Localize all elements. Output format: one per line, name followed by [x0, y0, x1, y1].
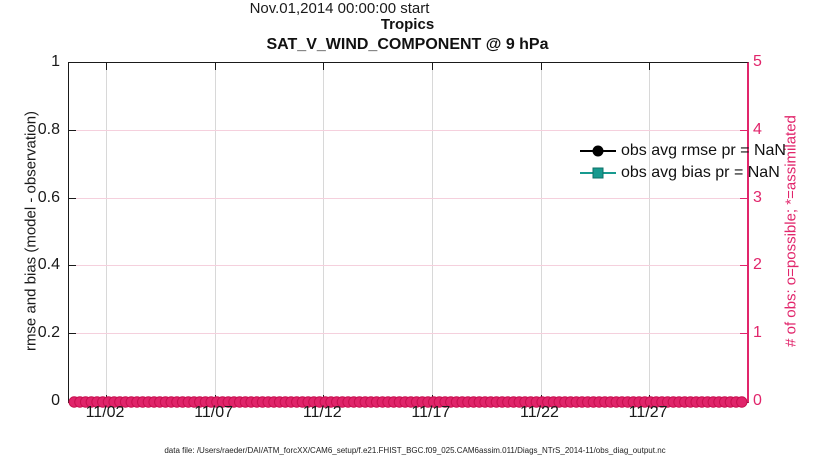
- x-tick-top: [431, 63, 433, 70]
- x-gridline: [431, 63, 433, 402]
- x-gridline: [214, 63, 216, 402]
- chart-subtitle: SAT_V_WIND_COMPONENT @ 9 hPa: [266, 36, 549, 53]
- y-right-tick-label: 5: [753, 53, 762, 70]
- y-left-tick-label: 0: [51, 392, 60, 409]
- x-tick-label: 11/27: [628, 404, 668, 421]
- bias-line-square-marker-icon: [580, 167, 616, 179]
- plot-area: obs avg rmse pr = NaN obs avg bias pr = …: [68, 62, 786, 408]
- x-tick-top: [106, 63, 107, 70]
- left-axis-title: rmse and bias (model - observation): [22, 110, 40, 352]
- y-right-tick-label: 3: [753, 188, 762, 206]
- x-tick-top: [323, 63, 325, 70]
- rmse-line-circle-marker-icon: [580, 145, 616, 157]
- legend-label-bias: obs avg bias pr = NaN: [621, 164, 780, 181]
- y-left-tick-label: 0.4: [37, 256, 60, 274]
- y-tick-left: [69, 129, 76, 131]
- x-tick-label: 11/02: [85, 404, 125, 421]
- y-left-tick-label: 0.2: [37, 324, 60, 342]
- y-tick-right: [740, 197, 747, 199]
- y-left-tick-label: 1: [51, 53, 60, 70]
- x-gridline: [540, 63, 542, 402]
- x-tick-top: [214, 63, 216, 70]
- legend-item-bias: obs avg bias pr = NaN: [580, 162, 786, 184]
- y-tick-left: [69, 197, 76, 199]
- x-gridline: [323, 63, 325, 402]
- y-right-tick-label: 1: [753, 324, 762, 342]
- y-tick-right: [740, 265, 747, 267]
- y-right-tick-label: 0: [753, 392, 762, 409]
- y-tick-right: [740, 129, 747, 131]
- legend-label-rmse: obs avg rmse pr = NaN: [621, 142, 786, 159]
- y-right-tick-label: 2: [753, 256, 762, 274]
- y-tick-left: [69, 265, 76, 267]
- data-file-caption: data file: /Users/raeder/DAI/ATM_forcXX/…: [164, 446, 666, 455]
- x-gridline: [649, 63, 651, 402]
- x-tick-label: 11/17: [411, 404, 451, 421]
- y-right-tick-label: 4: [753, 120, 762, 138]
- right-axis-title: # of obs: o=possible; *=assimilated: [782, 115, 800, 347]
- x-tick-label: 11/07: [194, 404, 234, 421]
- x-tick-label: 11/12: [302, 404, 342, 421]
- x-tick-label: 11/22: [520, 404, 559, 421]
- x-tick-top: [649, 63, 651, 70]
- y-tick-right: [740, 333, 747, 335]
- legend: obs avg rmse pr = NaN obs avg bias pr = …: [580, 140, 786, 184]
- y-left-tick-label: 0.6: [37, 188, 60, 206]
- x-tick-top: [540, 63, 542, 70]
- y-gridline: [69, 129, 747, 131]
- y-gridline: [69, 265, 747, 267]
- y-tick-left: [69, 333, 76, 335]
- y-gridline: [69, 197, 747, 199]
- y-left-tick-label: 0.8: [37, 120, 60, 138]
- x-gridline: [106, 63, 107, 402]
- obs-count-marker-band: [68, 396, 748, 408]
- y-gridline: [69, 333, 747, 335]
- chart-title: Tropics: [380, 16, 435, 33]
- legend-item-rmse: obs avg rmse pr = NaN: [580, 140, 786, 162]
- x-axis-title: Nov.01,2014 00:00:00 start: [249, 0, 430, 17]
